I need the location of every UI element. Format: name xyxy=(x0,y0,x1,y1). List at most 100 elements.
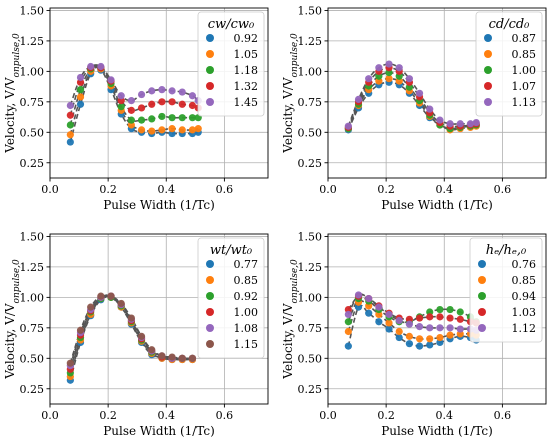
data-point xyxy=(168,87,176,95)
data-point xyxy=(395,333,403,342)
data-point xyxy=(168,98,176,106)
legend-marker xyxy=(206,276,214,284)
legend-marker xyxy=(206,292,214,300)
legend-marker xyxy=(484,66,492,74)
plot-frame xyxy=(49,233,269,405)
data-point xyxy=(344,122,352,130)
data-point xyxy=(87,303,95,311)
x-axis-label: Pulse Width (1/Tc) xyxy=(103,424,215,438)
legend-marker xyxy=(484,50,492,58)
data-point xyxy=(436,333,444,342)
legend-marker xyxy=(206,324,214,332)
y-tick-label: 0.25 xyxy=(298,157,323,170)
data-point xyxy=(385,310,393,319)
legend-marker xyxy=(206,82,214,90)
y-tick-label: 0.50 xyxy=(298,352,323,365)
legend-label: 0.76 xyxy=(512,258,537,271)
data-point xyxy=(148,87,156,95)
legend-marker xyxy=(484,82,492,90)
data-point xyxy=(456,325,464,333)
data-point xyxy=(66,121,74,129)
data-point xyxy=(446,305,454,314)
data-point xyxy=(117,103,125,111)
data-point xyxy=(385,319,393,327)
data-point xyxy=(188,126,197,134)
legend-label: 1.32 xyxy=(234,80,259,93)
x-axis-label: Pulse Width (1/Tc) xyxy=(103,198,215,212)
data-point xyxy=(365,309,373,317)
y-axis-label: Velocity, V/Vonpulse,0 xyxy=(281,33,300,154)
data-point xyxy=(158,352,166,360)
data-point xyxy=(446,324,454,332)
data-point xyxy=(344,342,352,350)
x-tick-label: 0.0 xyxy=(319,183,337,196)
data-point xyxy=(365,294,373,303)
data-point xyxy=(415,314,424,322)
x-tick-label: 0.4 xyxy=(158,409,176,422)
data-point xyxy=(426,341,434,349)
legend-label: 1.45 xyxy=(234,96,259,109)
legend-marker xyxy=(478,260,486,268)
data-point xyxy=(426,324,434,332)
data-point xyxy=(385,325,393,333)
data-point xyxy=(456,308,464,316)
y-axis-label: Velocity, V/Vonpulse,0 xyxy=(281,259,300,380)
data-point xyxy=(66,131,74,139)
data-point xyxy=(66,359,74,367)
data-point xyxy=(446,331,454,339)
data-point xyxy=(415,335,424,343)
fit-curve-1.13 xyxy=(347,63,477,127)
y-tick-label: 1.25 xyxy=(298,35,323,48)
data-point xyxy=(137,332,146,340)
data-point xyxy=(415,323,424,331)
legend-title: cd/cd₀ xyxy=(489,17,531,32)
data-point xyxy=(66,138,74,146)
legend-marker xyxy=(206,308,214,316)
data-point xyxy=(405,75,413,83)
y-axis-label: Velocity, V/Vonpulse,0 xyxy=(3,33,22,154)
data-point xyxy=(354,291,363,299)
y-tick-label: 0.25 xyxy=(20,157,45,170)
y-tick-label: 1.50 xyxy=(298,4,323,17)
y-tick-label: 0.25 xyxy=(298,383,323,396)
data-point xyxy=(426,335,434,343)
legend-label: 1.12 xyxy=(512,322,537,335)
legend-marker xyxy=(484,34,492,42)
legend-label: 0.85 xyxy=(234,274,259,287)
legend-marker xyxy=(478,308,486,316)
y-tick-label: 1.50 xyxy=(20,4,45,17)
data-point xyxy=(354,95,363,103)
data-point xyxy=(76,93,85,101)
legend-label: 1.03 xyxy=(512,306,537,319)
data-point xyxy=(178,354,186,362)
data-point xyxy=(395,64,403,72)
data-point xyxy=(385,75,393,83)
data-point xyxy=(436,305,444,314)
plot-frame xyxy=(327,7,547,179)
data-point xyxy=(168,114,176,122)
x-axis-label: Pulse Width (1/Tc) xyxy=(381,198,493,212)
data-point xyxy=(436,116,444,124)
x-tick-label: 0.4 xyxy=(436,183,454,196)
data-point xyxy=(76,73,85,82)
y-tick-label: 1.25 xyxy=(298,261,323,274)
data-point xyxy=(456,315,464,323)
data-point xyxy=(158,98,166,106)
x-tick-label: 0.2 xyxy=(377,409,395,422)
data-point xyxy=(87,62,95,71)
data-point xyxy=(395,327,403,336)
x-tick-label: 0.2 xyxy=(377,183,395,196)
legend-box xyxy=(197,237,265,359)
data-point xyxy=(446,314,454,322)
data-point xyxy=(148,115,156,123)
data-point xyxy=(405,320,413,328)
y-tick-label: 1.25 xyxy=(20,261,45,274)
data-point xyxy=(188,92,197,100)
legend-marker xyxy=(206,260,214,268)
data-point xyxy=(188,101,197,110)
data-point xyxy=(158,86,166,94)
data-point xyxy=(436,324,444,332)
chart-panel-1: 0.0 0.2 0.4 0.6 0.25 0.50 0.75 1.00 1.25 1.50 Puls… xyxy=(3,4,269,212)
legend-marker xyxy=(206,98,214,106)
